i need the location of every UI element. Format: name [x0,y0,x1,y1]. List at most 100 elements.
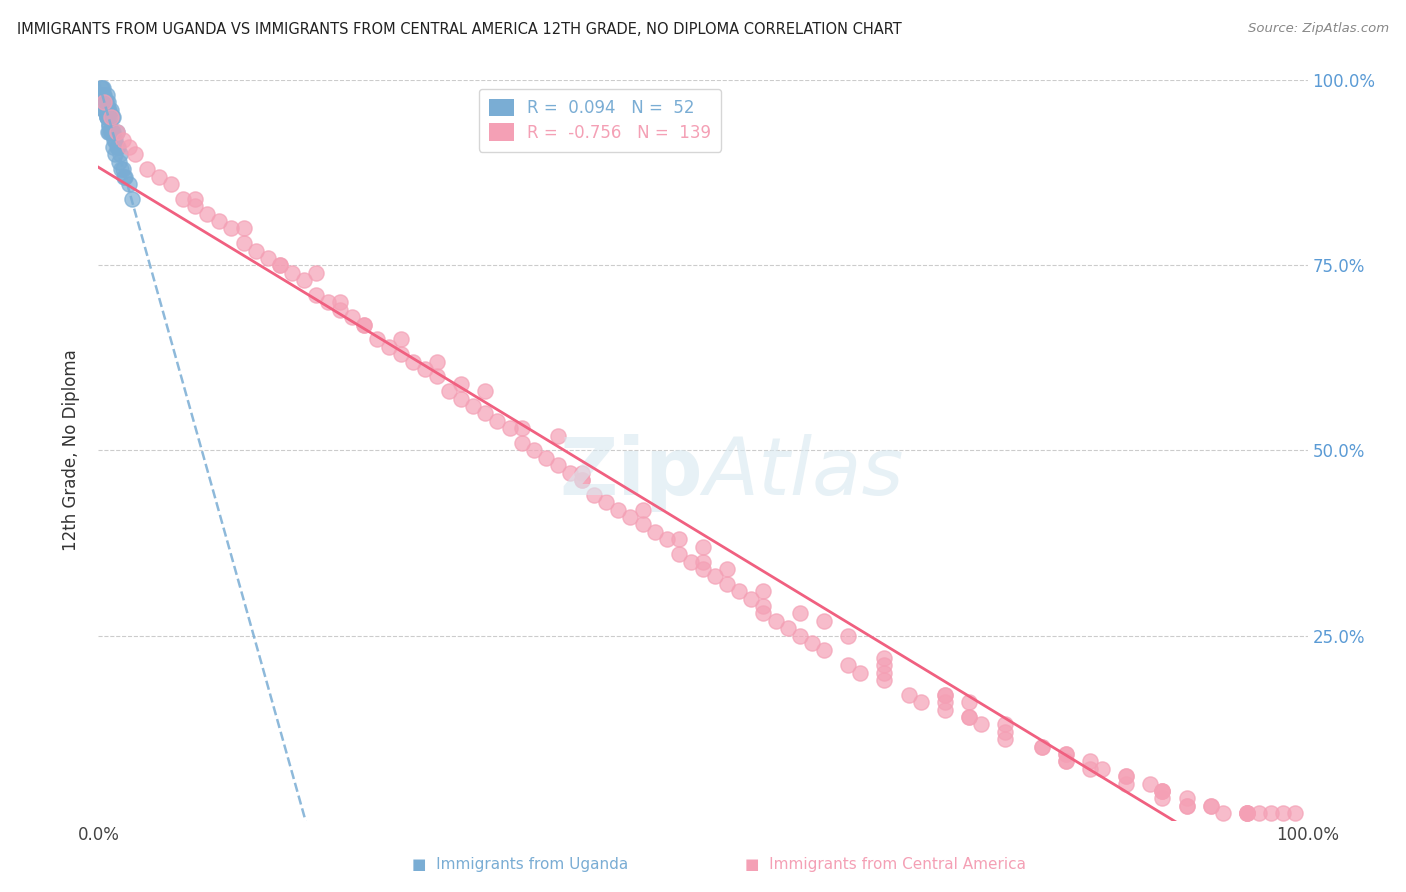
Point [124,147,146,161]
Point [1175,798,1198,813]
Point [1078,755,1101,769]
Point [934,688,956,702]
Point [93,103,115,117]
Point [96,111,118,125]
Point [97,103,120,117]
Point [1199,798,1222,813]
Point [1078,762,1101,776]
Point [256,251,278,265]
Point [98,118,121,132]
Point [148,169,170,184]
Legend: R =  0.094   N =  52, R =  -0.756   N =  139: R = 0.094 N = 52, R = -0.756 N = 139 [479,88,721,152]
Point [474,407,496,421]
Point [91,80,114,95]
Point [104,147,127,161]
Point [118,140,141,154]
Point [1212,806,1234,821]
Point [112,169,135,184]
Point [93,95,115,110]
Point [994,724,1017,739]
Point [776,621,799,635]
Point [93,95,115,110]
Point [389,332,412,346]
Point [873,665,896,680]
Point [91,88,114,103]
Point [716,576,738,591]
Point [813,614,835,628]
Point [97,95,120,110]
Point [752,584,775,599]
Point [121,192,143,206]
Point [96,111,118,125]
Point [101,140,124,154]
Point [813,643,835,657]
Point [100,111,122,125]
Point [232,221,254,235]
Point [208,214,231,228]
Point [91,80,114,95]
Point [450,376,472,391]
Point [571,466,593,480]
Point [281,266,304,280]
Point [172,192,194,206]
Point [800,636,823,650]
Point [100,103,122,117]
Point [90,80,112,95]
Point [184,192,207,206]
Point [105,140,128,154]
Point [1115,769,1137,783]
Point [105,125,128,139]
Point [450,392,472,406]
Text: Zip: Zip [560,434,703,512]
Point [571,473,593,487]
Point [970,717,993,731]
Point [994,717,1017,731]
Point [849,665,872,680]
Point [114,169,136,184]
Point [510,421,533,435]
Point [704,569,727,583]
Point [1260,806,1282,821]
Point [98,118,121,132]
Point [97,111,120,125]
Point [366,332,388,346]
Point [413,362,436,376]
Point [111,132,134,146]
Point [1249,806,1271,821]
Point [402,354,425,368]
Point [91,88,114,103]
Point [1152,784,1174,798]
Point [692,562,714,576]
Point [91,88,114,103]
Point [93,103,115,117]
Point [789,607,811,621]
Point [994,732,1017,747]
Point [353,318,375,332]
Point [692,540,714,554]
Point [329,295,352,310]
Point [108,147,131,161]
Point [135,162,157,177]
Point [558,466,581,480]
Point [98,125,121,139]
Point [934,695,956,709]
Point [292,273,315,287]
Point [957,710,980,724]
Point [619,510,641,524]
Point [1115,776,1137,791]
Point [1236,806,1258,821]
Point [305,266,328,280]
Point [1054,747,1077,761]
Point [1175,798,1198,813]
Point [837,628,859,642]
Point [523,443,546,458]
Point [101,125,124,139]
Text: Atlas: Atlas [703,434,904,512]
Point [1236,806,1258,821]
Point [96,111,118,125]
Point [107,140,129,154]
Point [957,710,980,724]
Point [389,347,412,361]
Point [1199,798,1222,813]
Point [1091,762,1114,776]
